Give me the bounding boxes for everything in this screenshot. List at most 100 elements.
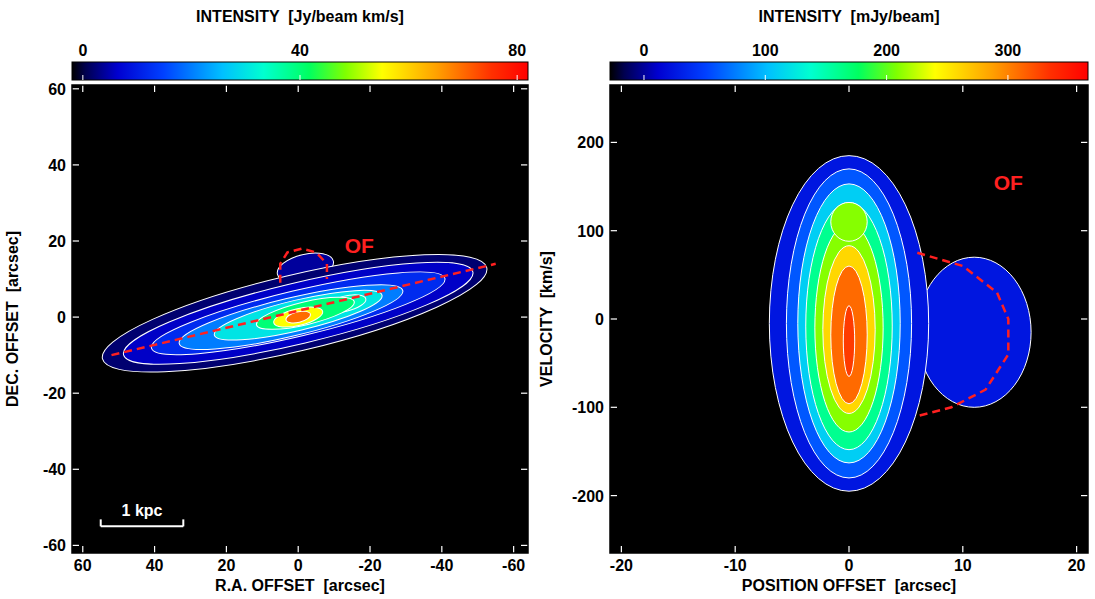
x-tick-label: 60 — [74, 557, 92, 574]
data-layer — [769, 156, 1031, 492]
x-tick-label: 0 — [845, 557, 854, 574]
x-tick — [962, 85, 963, 92]
plot-frame — [610, 85, 1088, 553]
y-tick — [521, 164, 528, 165]
y-tick — [610, 318, 617, 319]
x-tick — [298, 546, 299, 553]
x-tick-label: -10 — [724, 557, 747, 574]
x-tick — [848, 85, 849, 92]
y-tick — [610, 407, 617, 408]
x-tick-label: -60 — [502, 557, 525, 574]
x-tick — [848, 546, 849, 553]
colorbar-tick — [517, 75, 518, 80]
y-tick — [72, 469, 79, 470]
colorbar-tick-label: 0 — [78, 42, 87, 59]
emission-level — [211, 280, 386, 349]
figure: 6040200-20-40-60-60-40-200204060R.A. OFF… — [0, 0, 1095, 599]
emission-level — [798, 184, 900, 463]
y-tick — [521, 316, 528, 317]
y-tick — [610, 230, 617, 231]
x-tick — [513, 546, 514, 553]
colorbar-tick — [886, 75, 887, 80]
y-tick-label: 0 — [595, 311, 604, 328]
y-tick — [521, 393, 528, 394]
x-tick — [82, 85, 83, 92]
colorbar-tick-label: 80 — [508, 42, 526, 59]
y-tick-label: -20 — [43, 385, 66, 402]
y-tick — [72, 316, 79, 317]
emission-level — [285, 309, 312, 325]
colorbar-tick-label: 40 — [291, 42, 309, 59]
x-axis-title: R.A. OFFSET [arcsec] — [215, 577, 385, 594]
colorbar-tick-label: 0 — [640, 42, 649, 59]
y-tick-label: -40 — [43, 461, 66, 478]
x-tick — [154, 85, 155, 92]
x-tick — [962, 546, 963, 553]
emission-level — [831, 202, 867, 241]
y-tick — [521, 545, 528, 546]
x-tick-label: -40 — [430, 557, 453, 574]
y-tick-label: 60 — [48, 81, 66, 98]
y-tick — [72, 88, 79, 89]
y-tick-label: 100 — [577, 223, 604, 240]
x-tick — [298, 85, 299, 92]
plot-background — [72, 85, 528, 553]
x-tick-label: 10 — [954, 557, 972, 574]
y-tick — [521, 88, 528, 89]
panel: 6040200-20-40-60-60-40-200204060R.A. OFF… — [4, 8, 528, 594]
major-axis — [111, 264, 495, 355]
scale-bar — [101, 525, 184, 527]
y-tick — [521, 469, 528, 470]
y-axis-title: DEC. OFFSET [arcsec] — [4, 231, 21, 407]
x-tick — [369, 85, 370, 92]
y-tick-label: 200 — [577, 134, 604, 151]
colorbar-tick-label: 300 — [995, 42, 1022, 59]
scale-bar-end — [182, 519, 184, 526]
y-tick — [1081, 142, 1088, 143]
emission-level — [786, 169, 911, 478]
x-tick-label: -20 — [358, 557, 381, 574]
panel: -20-1001020-200-1000100200POSITION OFFSE… — [538, 8, 1088, 594]
x-tick-label: 40 — [146, 557, 164, 574]
emission-level — [175, 272, 407, 362]
x-tick — [621, 85, 622, 92]
plot-background — [610, 85, 1088, 553]
emission-level — [823, 246, 875, 414]
emission-level — [94, 231, 496, 396]
y-tick — [72, 240, 79, 241]
y-tick-label: 40 — [48, 157, 66, 174]
colorbar-tick — [82, 75, 83, 80]
x-tick — [735, 546, 736, 553]
colorbar-tick — [765, 75, 766, 80]
y-tick — [610, 142, 617, 143]
x-tick — [226, 85, 227, 92]
y-tick-label: -100 — [572, 399, 604, 416]
x-axis-title: POSITION OFFSET [arcsec] — [742, 577, 956, 594]
outflow-outline — [917, 253, 1008, 416]
outflow-outline — [280, 249, 327, 283]
colorbar-title: INTENSITY [Jy/beam km/s] — [196, 8, 404, 25]
scale-bar-label: 1 kpc — [122, 502, 163, 519]
x-tick-label: 0 — [294, 557, 303, 574]
colorbar-title: INTENSITY [mJy/beam] — [758, 8, 939, 25]
x-tick — [82, 546, 83, 553]
scale-bar-end — [100, 519, 102, 526]
x-tick — [441, 85, 442, 92]
emission-level — [917, 257, 1031, 407]
emission-level — [806, 202, 892, 449]
x-tick-label: 20 — [1068, 557, 1086, 574]
y-tick — [72, 545, 79, 546]
emission-level — [254, 291, 357, 336]
y-tick-label: 0 — [57, 309, 66, 326]
emission-level — [769, 156, 928, 492]
data-layer — [94, 231, 496, 396]
colorbar-tick-label: 100 — [752, 42, 779, 59]
y-tick-label: 20 — [48, 233, 66, 250]
plot-frame — [72, 85, 528, 553]
x-tick-label: -20 — [610, 557, 633, 574]
y-tick — [521, 240, 528, 241]
x-tick — [226, 546, 227, 553]
colorbar-tick-label: 200 — [873, 42, 900, 59]
outflow-label: OF — [994, 171, 1023, 194]
emission-level — [146, 256, 450, 370]
